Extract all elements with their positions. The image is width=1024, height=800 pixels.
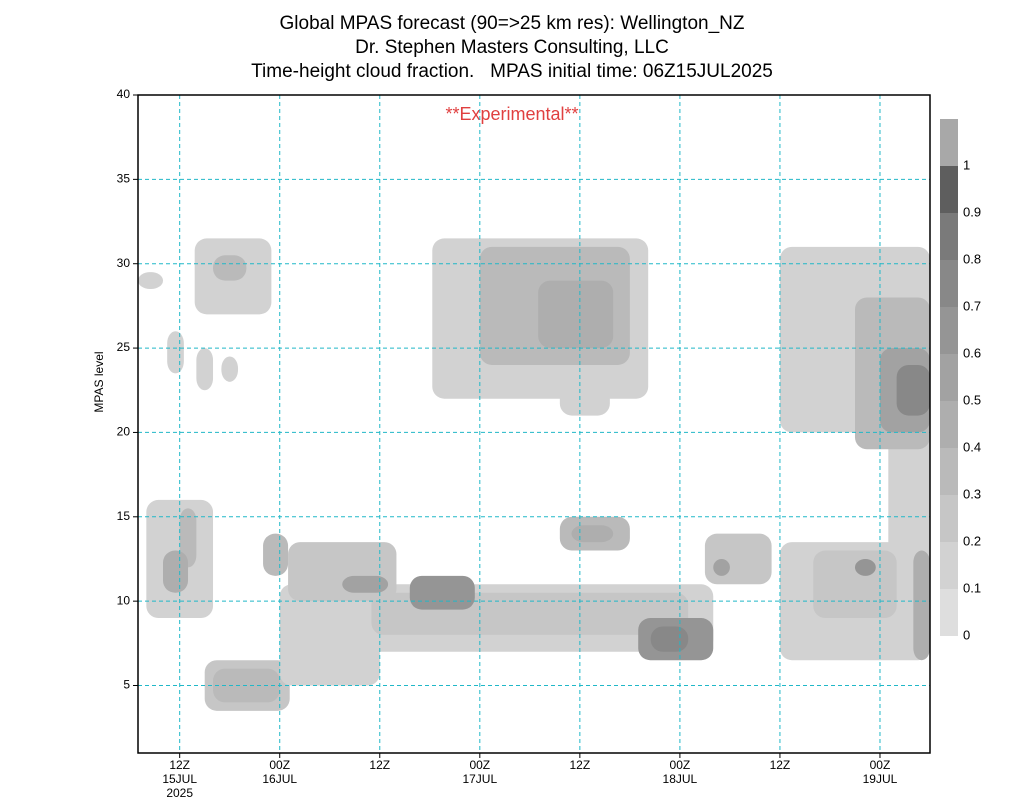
plot-area bbox=[138, 238, 930, 711]
x-tick-year: 2025 bbox=[166, 786, 193, 800]
cloud-region bbox=[713, 558, 730, 576]
cloud-region bbox=[263, 533, 289, 576]
colorbar-swatch bbox=[940, 589, 958, 636]
plot-frame bbox=[137, 94, 931, 754]
colorbar-label: 1 bbox=[963, 157, 970, 172]
colorbar-swatch bbox=[940, 542, 958, 589]
cloud-region bbox=[196, 348, 214, 391]
chart-title: Global MPAS forecast (90=>25 km res): We… bbox=[280, 13, 745, 34]
colorbar-label: 0.7 bbox=[963, 298, 981, 313]
cloud-region bbox=[913, 550, 930, 661]
y-tick-label: 30 bbox=[117, 256, 131, 270]
y-tick-label: 5 bbox=[123, 678, 130, 692]
cloud-region bbox=[854, 558, 876, 576]
x-tick-label: 00Z bbox=[670, 758, 691, 772]
y-tick-label: 25 bbox=[117, 340, 131, 354]
y-tick-label: 40 bbox=[117, 87, 131, 101]
x-tick-date: 19JUL bbox=[863, 772, 898, 786]
x-tick-label: 12Z bbox=[369, 758, 390, 772]
y-tick-label: 20 bbox=[117, 425, 131, 439]
cloud-region bbox=[650, 626, 689, 652]
x-tick-label: 12Z bbox=[169, 758, 190, 772]
x-tick-date: 18JUL bbox=[663, 772, 698, 786]
colorbar-swatch bbox=[940, 307, 958, 354]
colorbar-swatch bbox=[940, 260, 958, 307]
cloud-region bbox=[342, 575, 389, 593]
chart-subtitle: Time-height cloud fraction. MPAS initial… bbox=[251, 61, 773, 82]
cloud-region bbox=[896, 364, 930, 416]
colorbar-label: 0.8 bbox=[963, 251, 981, 266]
cloud-region bbox=[571, 525, 614, 543]
cloud-region bbox=[167, 331, 184, 374]
x-tick-date: 17JUL bbox=[462, 772, 497, 786]
colorbar-swatch bbox=[940, 448, 958, 495]
cloud-region bbox=[163, 550, 189, 593]
colorbar-swatch bbox=[940, 119, 958, 166]
colorbar-swatch bbox=[940, 495, 958, 542]
cloud-region bbox=[559, 364, 610, 416]
x-tick-date: 16JUL bbox=[262, 772, 297, 786]
colorbar-swatch bbox=[940, 354, 958, 401]
y-tick-label: 35 bbox=[117, 172, 131, 186]
colorbar-label: 0.6 bbox=[963, 345, 981, 360]
cloud-region bbox=[221, 356, 239, 382]
colorbar-label: 0.4 bbox=[963, 439, 981, 454]
x-tick-label: 00Z bbox=[269, 758, 290, 772]
cloud-region bbox=[538, 280, 614, 349]
y-axis-label: MPAS level bbox=[92, 351, 106, 412]
annotation: **Experimental** bbox=[445, 104, 578, 124]
cloud-region bbox=[179, 508, 197, 568]
x-tick-label: 12Z bbox=[570, 758, 591, 772]
x-tick-label: 12Z bbox=[770, 758, 791, 772]
x-tick-label: 00Z bbox=[469, 758, 490, 772]
cloud-region bbox=[409, 575, 475, 610]
cloud-region bbox=[813, 550, 897, 619]
cloud-region bbox=[213, 255, 247, 281]
colorbar-label: 0 bbox=[963, 627, 970, 642]
colorbar-label: 0.5 bbox=[963, 392, 981, 407]
y-tick-label: 15 bbox=[117, 509, 131, 523]
colorbar-label: 0.9 bbox=[963, 204, 981, 219]
cloud-region bbox=[138, 272, 164, 290]
colorbar-swatch bbox=[940, 213, 958, 260]
colorbar-label: 0.3 bbox=[963, 486, 981, 501]
x-tick-date: 15JUL bbox=[162, 772, 197, 786]
cloud-region bbox=[704, 533, 772, 585]
chart-subtitle: Dr. Stephen Masters Consulting, LLC bbox=[355, 37, 669, 58]
x-tick-label: 00Z bbox=[870, 758, 891, 772]
y-tick-label: 10 bbox=[117, 593, 131, 607]
colorbar-label: 0.1 bbox=[963, 580, 981, 595]
colorbar-label: 0.2 bbox=[963, 533, 981, 548]
colorbar-swatch bbox=[940, 166, 958, 213]
colorbar-swatch bbox=[940, 401, 958, 448]
